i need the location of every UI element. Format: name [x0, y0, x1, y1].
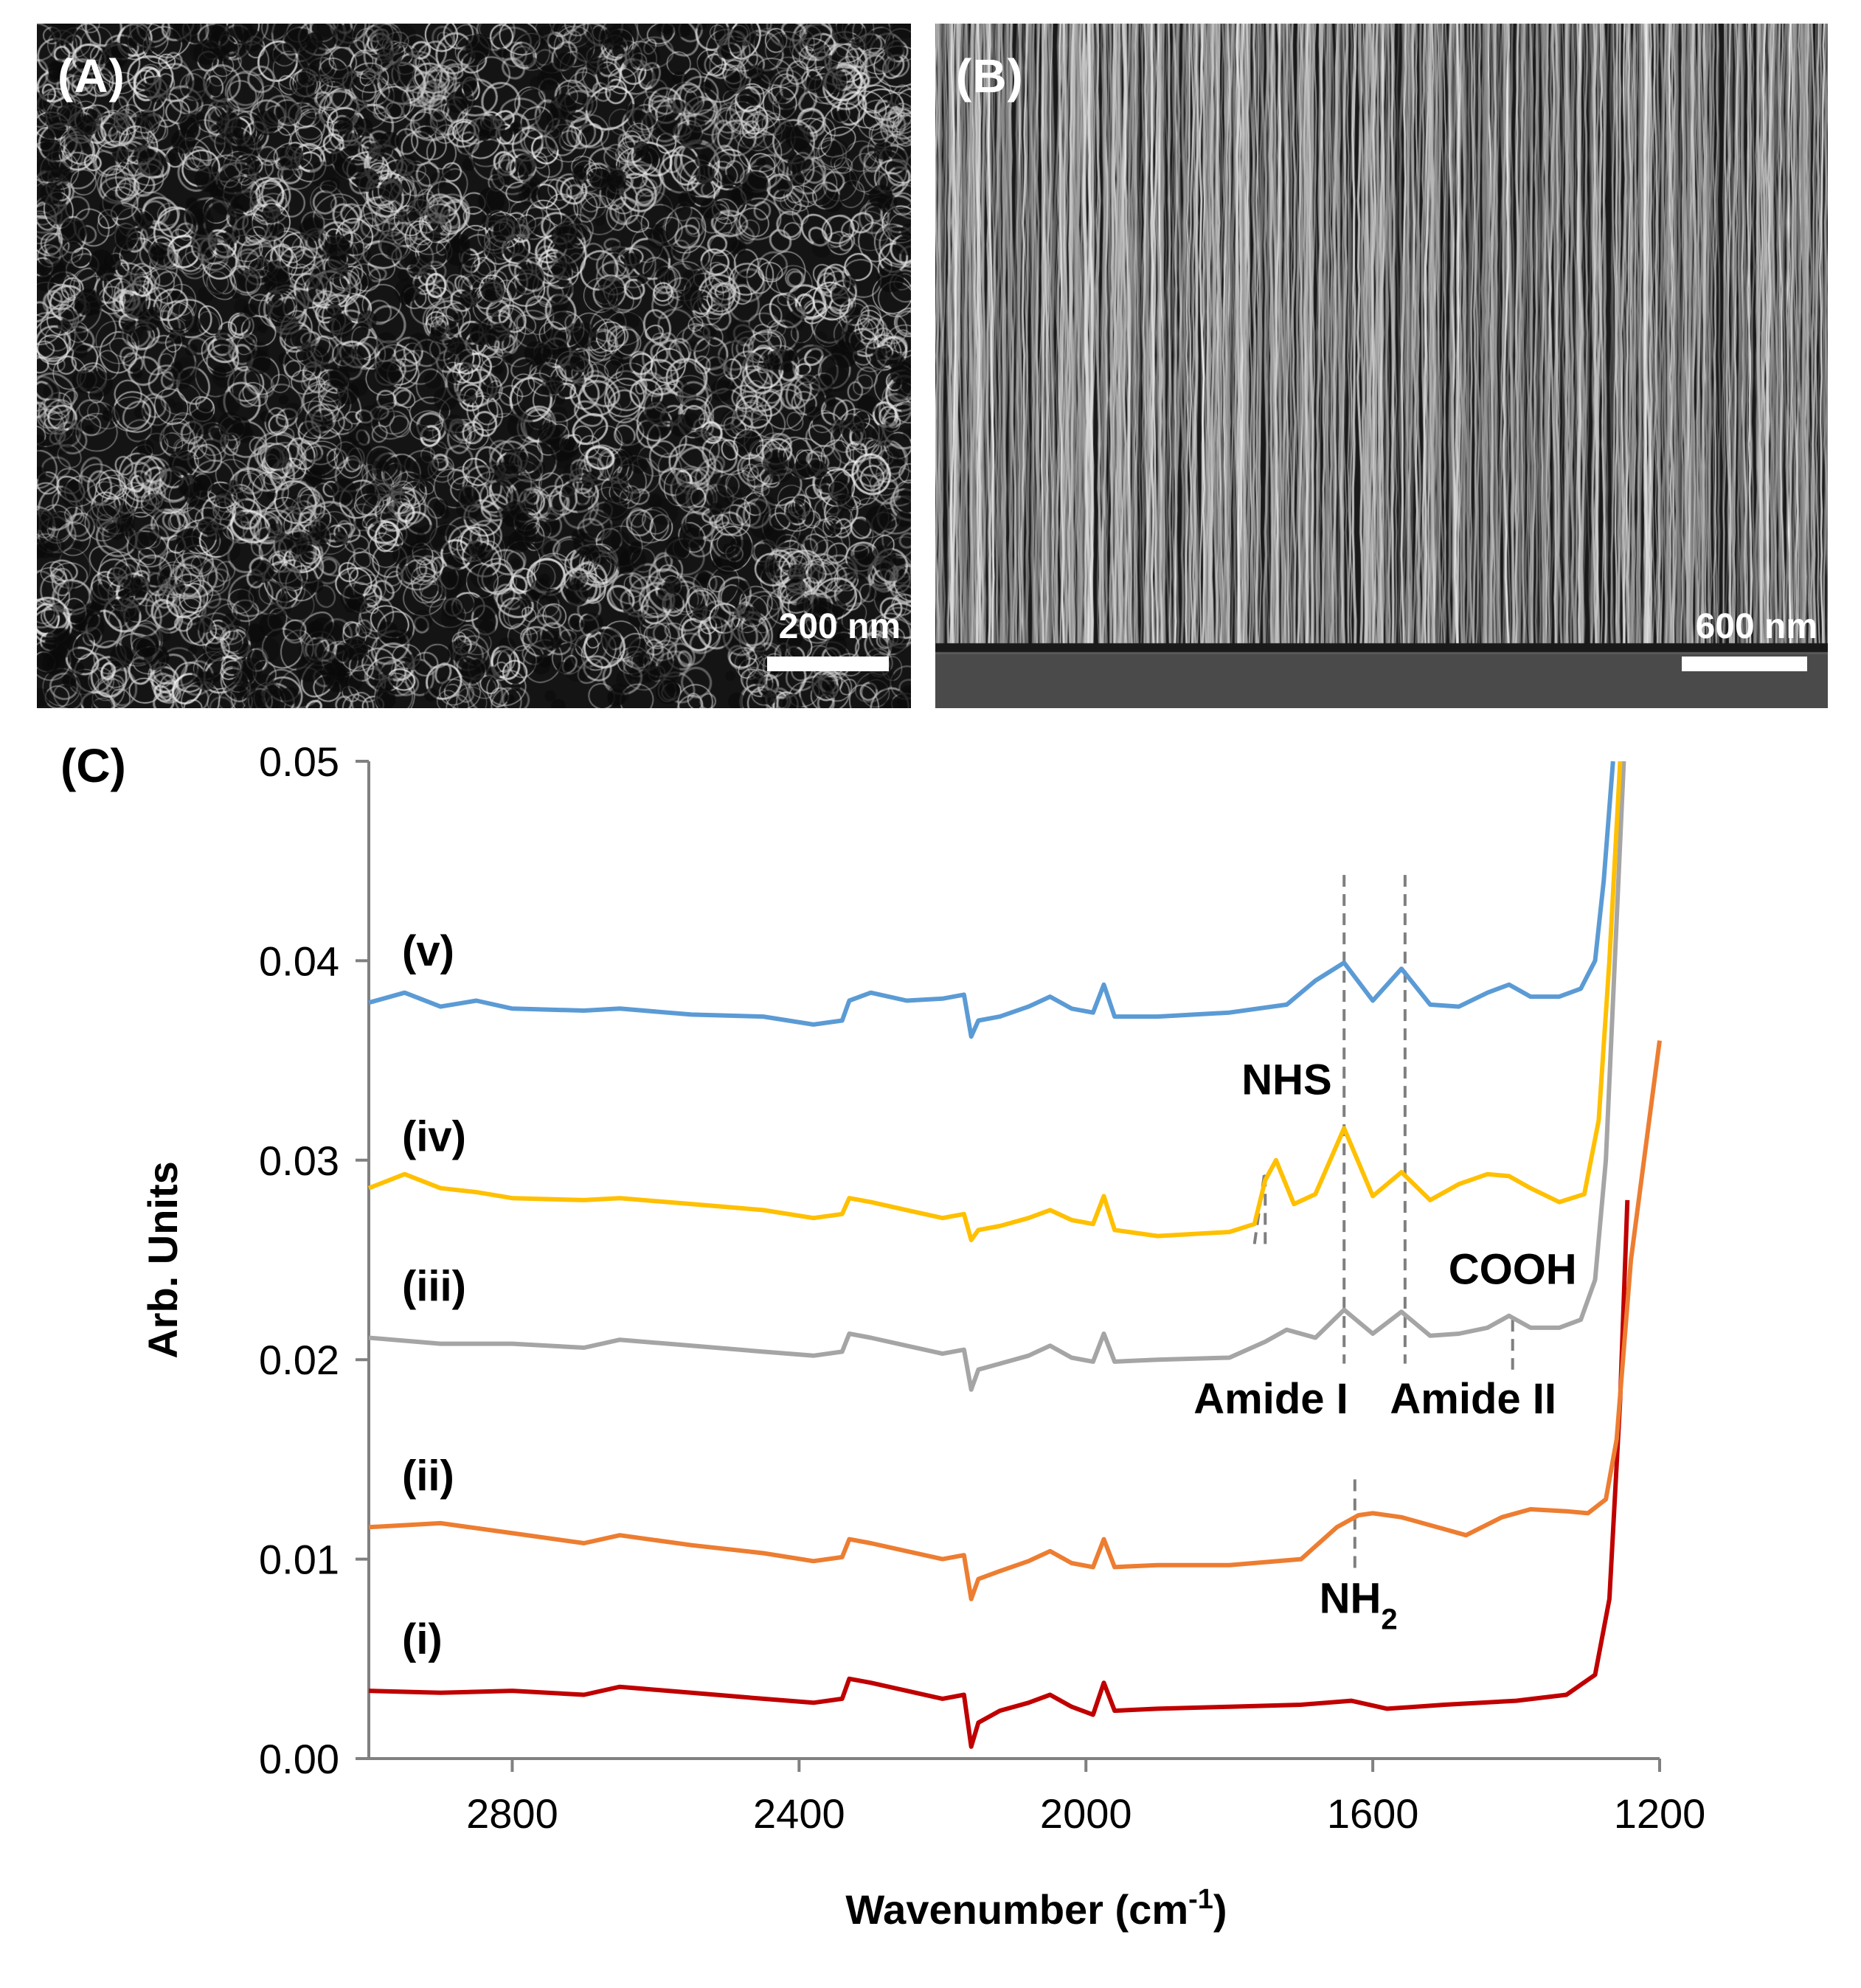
series-label-4: (iv)	[402, 1113, 466, 1161]
y-tick-label: 0.04	[259, 938, 339, 984]
series-label-3: (iii)	[402, 1262, 466, 1310]
y-tick-label: 0.00	[259, 1736, 339, 1782]
y-tick-label: 0.03	[259, 1137, 339, 1184]
chart-axes	[367, 761, 1660, 1760]
axis-tick-labels: 0.00 0.01 0.02 0.03 0.04 0.05 2800 2400 2000 1600…	[259, 738, 1705, 1837]
annotation-lines	[1252, 875, 1514, 1576]
panel-b-letter: (B)	[956, 49, 1024, 103]
x-tick-label: 1200	[1614, 1790, 1706, 1837]
x-axis-label: Wavenumber (cm-1)	[845, 1884, 1227, 1933]
series-line-5	[368, 761, 1615, 1039]
panel-b-sem-image: (B) 600 nm	[935, 24, 1828, 708]
x-tick-label: 1600	[1327, 1790, 1419, 1837]
annotation-label-cooh: COOH	[1449, 1245, 1577, 1293]
y-tick-label: 0.01	[259, 1537, 339, 1583]
series-line-3	[368, 761, 1626, 1392]
x-tick-label: 2000	[1040, 1790, 1132, 1837]
y-axis-label: Arb. Units	[139, 1161, 186, 1359]
x-tick-label: 2400	[753, 1790, 845, 1837]
panel-c-letter: (C)	[60, 739, 126, 792]
y-tick-label: 0.02	[259, 1337, 339, 1383]
y-tick-label: 0.05	[259, 738, 339, 785]
annotation-label-amide2: Amide II	[1390, 1375, 1556, 1423]
annotation-label-nh2: NH2	[1320, 1575, 1398, 1636]
panel-b-scale-bar	[1682, 657, 1807, 671]
panel-a-scale-bar	[767, 657, 889, 671]
panel-a-letter: (A)	[58, 49, 125, 103]
series-label-2: (ii)	[402, 1452, 454, 1500]
panel-a-sem-image: (A) 200 nm	[37, 24, 911, 708]
sem-top-view-texture	[37, 24, 911, 708]
series-lines	[367, 761, 1662, 1749]
series-line-4	[367, 761, 1623, 1242]
axis-ticks	[356, 760, 1661, 1772]
sem-cross-section-texture	[935, 24, 1828, 708]
panel-a-scale-label: 200 nm	[778, 607, 901, 646]
annotation-label-amide1: Amide I	[1193, 1375, 1348, 1423]
series-label-1: (i)	[402, 1615, 443, 1663]
annotation-labels: NHS Amide I Amide II COOH NH2	[1193, 1056, 1576, 1636]
series-labels: (i) (ii) (iii) (iv) (v)	[402, 927, 466, 1663]
x-tick-label: 2800	[466, 1790, 558, 1837]
panel-b-scale-label: 600 nm	[1695, 607, 1817, 646]
annotation-label-nhs: NHS	[1241, 1056, 1331, 1104]
series-line-1	[368, 1199, 1630, 1749]
series-label-5: (v)	[402, 927, 454, 975]
series-line-2	[368, 1040, 1662, 1601]
